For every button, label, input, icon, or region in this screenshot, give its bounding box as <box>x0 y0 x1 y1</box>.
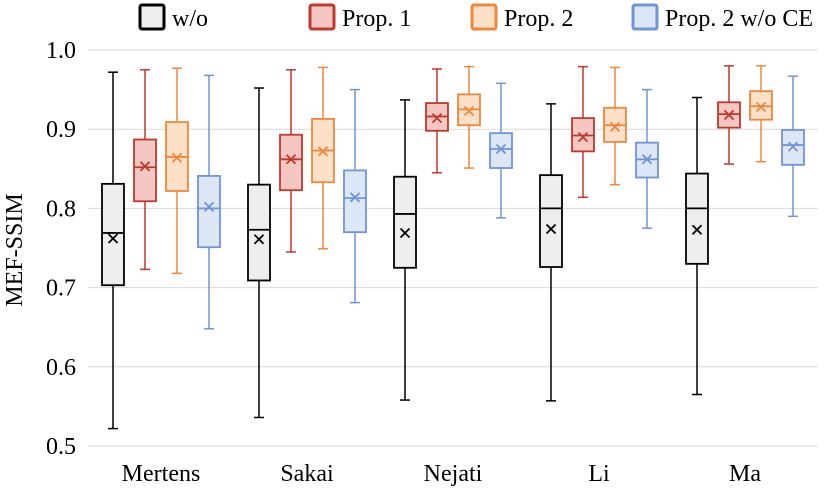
box-prop-2-li <box>603 66 627 186</box>
legend-label: Prop. 2 w/o CE <box>665 6 813 32</box>
y-tick-labels: 0.5 0.6 0.7 0.8 0.9 1.0 <box>46 38 76 460</box>
box-prop-2-w-o-ce-li <box>635 88 659 229</box>
box-prop-2-sakai <box>311 66 335 250</box>
y-tick-label: 0.5 <box>46 434 76 460</box>
mean-marker <box>641 154 653 165</box>
box-w-o-sakai <box>247 87 271 419</box>
mean-marker <box>431 112 443 124</box>
box-prop-2-w-o-ce-nejati <box>489 82 513 219</box>
legend-label: Prop. 1 <box>342 6 411 32</box>
x-tick-label: Li <box>588 461 610 487</box>
x-tick-label: Mertens <box>122 461 201 487</box>
y-axis-label: MEF-SSIM <box>2 193 28 306</box>
box-prop-2-ma <box>749 65 773 163</box>
x-tick-label: Sakai <box>280 461 334 487</box>
legend-swatch-1 <box>308 3 336 31</box>
mean-marker <box>787 141 799 152</box>
mean-marker <box>463 105 475 117</box>
legend-label: Prop. 2 <box>504 6 573 32</box>
mean-marker <box>349 192 361 203</box>
mean-marker <box>545 223 557 235</box>
x-tick-labels: Mertens Sakai Nejati Li Ma <box>122 461 762 487</box>
box-w-o-li <box>539 103 563 402</box>
box-prop-1-sakai <box>279 69 303 253</box>
legend: w/o Prop. 1 Prop. 2 Prop. 2 w/o CE <box>138 3 813 32</box>
box-iqr <box>393 175 417 269</box>
y-tick-label: 0.8 <box>46 196 76 222</box>
box-w-o-ma <box>685 96 709 396</box>
box-prop-1-mertens <box>133 69 157 271</box>
x-tick-label: Ma <box>729 461 761 487</box>
mean-marker <box>495 143 507 155</box>
x-tick-label: Nejati <box>424 461 483 487</box>
mean-marker <box>253 234 265 245</box>
box-iqr <box>489 132 513 169</box>
mean-marker <box>317 146 329 157</box>
mean-marker <box>203 201 215 212</box>
box-prop-1-ma <box>717 65 741 165</box>
y-tick-label: 0.7 <box>46 276 76 302</box>
legend-swatch-2 <box>470 3 498 31</box>
mean-marker <box>171 152 183 163</box>
legend-label: w/o <box>172 6 208 32</box>
mean-marker <box>755 101 767 113</box>
box-iqr <box>685 172 709 265</box>
mean-marker <box>285 154 297 165</box>
mean-marker <box>107 233 119 244</box>
box-prop-2-mertens <box>165 67 189 275</box>
box-iqr <box>101 182 125 287</box>
box-iqr <box>247 183 271 282</box>
box-prop-2-w-o-ce-sakai <box>343 88 367 304</box>
box-iqr <box>197 175 221 249</box>
box-prop-1-nejati <box>425 68 449 174</box>
mean-marker <box>577 131 589 143</box>
mean-marker <box>399 227 411 239</box>
y-tick-label: 1.0 <box>46 38 76 64</box>
box-iqr <box>133 138 157 203</box>
mean-marker <box>609 121 621 132</box>
box-prop-2-w-o-ce-mertens <box>197 74 221 330</box>
mean-marker <box>139 161 151 172</box>
box-w-o-mertens <box>101 71 125 430</box>
box-iqr <box>279 133 303 192</box>
y-tick-label: 0.6 <box>46 355 76 381</box>
box-iqr <box>343 169 367 234</box>
box-iqr <box>539 174 563 268</box>
mean-marker <box>691 224 703 235</box>
box-prop-1-li <box>571 65 595 199</box>
legend-swatch-0 <box>138 3 166 31</box>
box-w-o-nejati <box>393 99 417 401</box>
box-plot-series <box>101 65 805 430</box>
box-prop-2-nejati <box>457 65 481 169</box>
legend-swatch-3 <box>631 3 659 31</box>
box-prop-2-w-o-ce-ma <box>781 75 805 218</box>
mean-marker <box>723 109 735 121</box>
y-tick-label: 0.9 <box>46 117 76 143</box>
